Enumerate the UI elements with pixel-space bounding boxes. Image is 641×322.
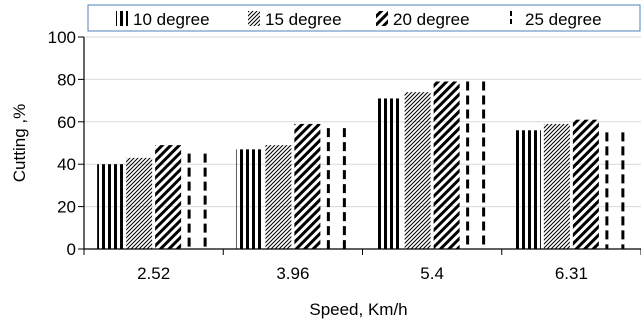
y-tick-label: 0 [67,240,76,259]
bar-25-degree [466,81,486,249]
legend-swatch-15-degree [248,11,260,26]
y-tick-label: 20 [57,198,76,217]
x-tick-label: 2.52 [137,264,170,283]
tick-labels: 0 20 40 60 80 100 2.52 3.96 5.4 6.31 [48,28,588,283]
axes [78,36,641,255]
bar-15-degree [543,123,570,249]
bar-10-degree [236,149,263,249]
legend-label: 10 degree [133,10,210,29]
legend: 10 degree 15 degree 20 degree 25 degree [87,4,641,32]
legend-swatch-20-degree [376,11,388,26]
x-tick-label: 6.31 [555,264,588,283]
bar-25-degree [605,132,625,249]
legend-box [87,4,641,32]
legend-swatch-fill [116,11,128,26]
bar-20-degree [155,145,182,249]
bar-15-degree [126,157,153,249]
bar-15-degree [404,92,431,250]
bars [97,81,625,250]
y-tick-label: 80 [57,70,76,89]
legend-swatch-fill [248,11,260,26]
bar-25-degree [187,153,207,249]
legend-swatch-fill [376,11,388,26]
legend-label: 25 degree [525,10,602,29]
bar-10-degree [97,164,124,249]
x-tick-label: 3.96 [276,264,309,283]
bar-15-degree [265,145,292,249]
y-tick-label: 40 [57,155,76,174]
bar-10-degree [375,98,402,249]
bar-20-degree [433,81,460,250]
x-axis-title: Speed, Km/h [309,300,407,319]
y-tick-label: 60 [57,113,76,132]
legend-label: 20 degree [393,10,470,29]
bar-25-degree [326,128,346,249]
bar-10-degree [514,130,541,249]
x-tick-label: 5.4 [420,264,444,283]
bar-20-degree [572,119,599,250]
bar-20-degree [294,123,321,249]
legend-swatch-10-degree [116,11,128,26]
y-tick-label: 100 [48,28,76,47]
y-axis-title: Cutting ,% [10,104,29,182]
legend-label: 15 degree [265,10,342,29]
